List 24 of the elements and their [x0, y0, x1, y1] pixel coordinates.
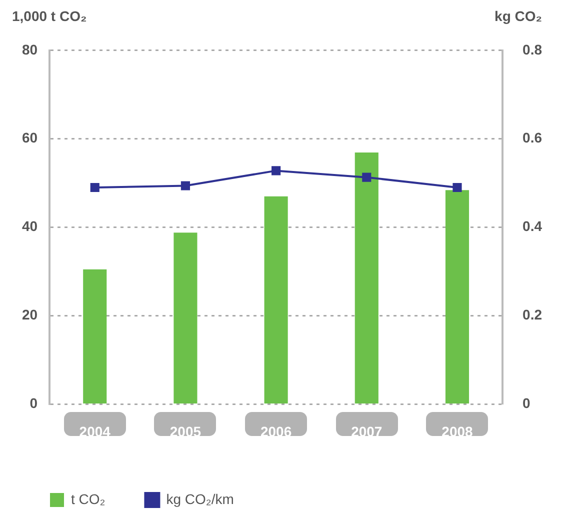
- bar: [354, 152, 378, 404]
- y-tick-label: 0: [30, 395, 38, 412]
- legend-label: kg CO₂/km: [166, 490, 234, 507]
- point: [90, 182, 100, 192]
- y-tick-label: 80: [22, 41, 38, 58]
- y2-tick-label: 0.2: [522, 306, 542, 323]
- y2-tick-label: 0.6: [522, 130, 542, 146]
- y-tick-label: 40: [22, 218, 38, 234]
- point: [272, 166, 281, 176]
- point: [180, 181, 190, 190]
- y2-tick-label: 0: [522, 395, 531, 412]
- y-axis-title: 1,000 t CO₂: [12, 8, 87, 24]
- y2-tick-label: 0.4: [522, 218, 542, 234]
- point: [452, 182, 462, 192]
- y2-tick-label: 0.8: [522, 41, 542, 58]
- legend-label: t CO₂: [71, 490, 106, 507]
- bar: [174, 232, 198, 404]
- bar: [83, 269, 107, 404]
- y-tick-label: 60: [22, 130, 38, 146]
- point: [362, 172, 372, 182]
- bar: [264, 196, 288, 404]
- y2-axis-title: kg CO₂: [494, 8, 542, 24]
- bar: [445, 190, 470, 404]
- y-tick-label: 20: [22, 306, 38, 323]
